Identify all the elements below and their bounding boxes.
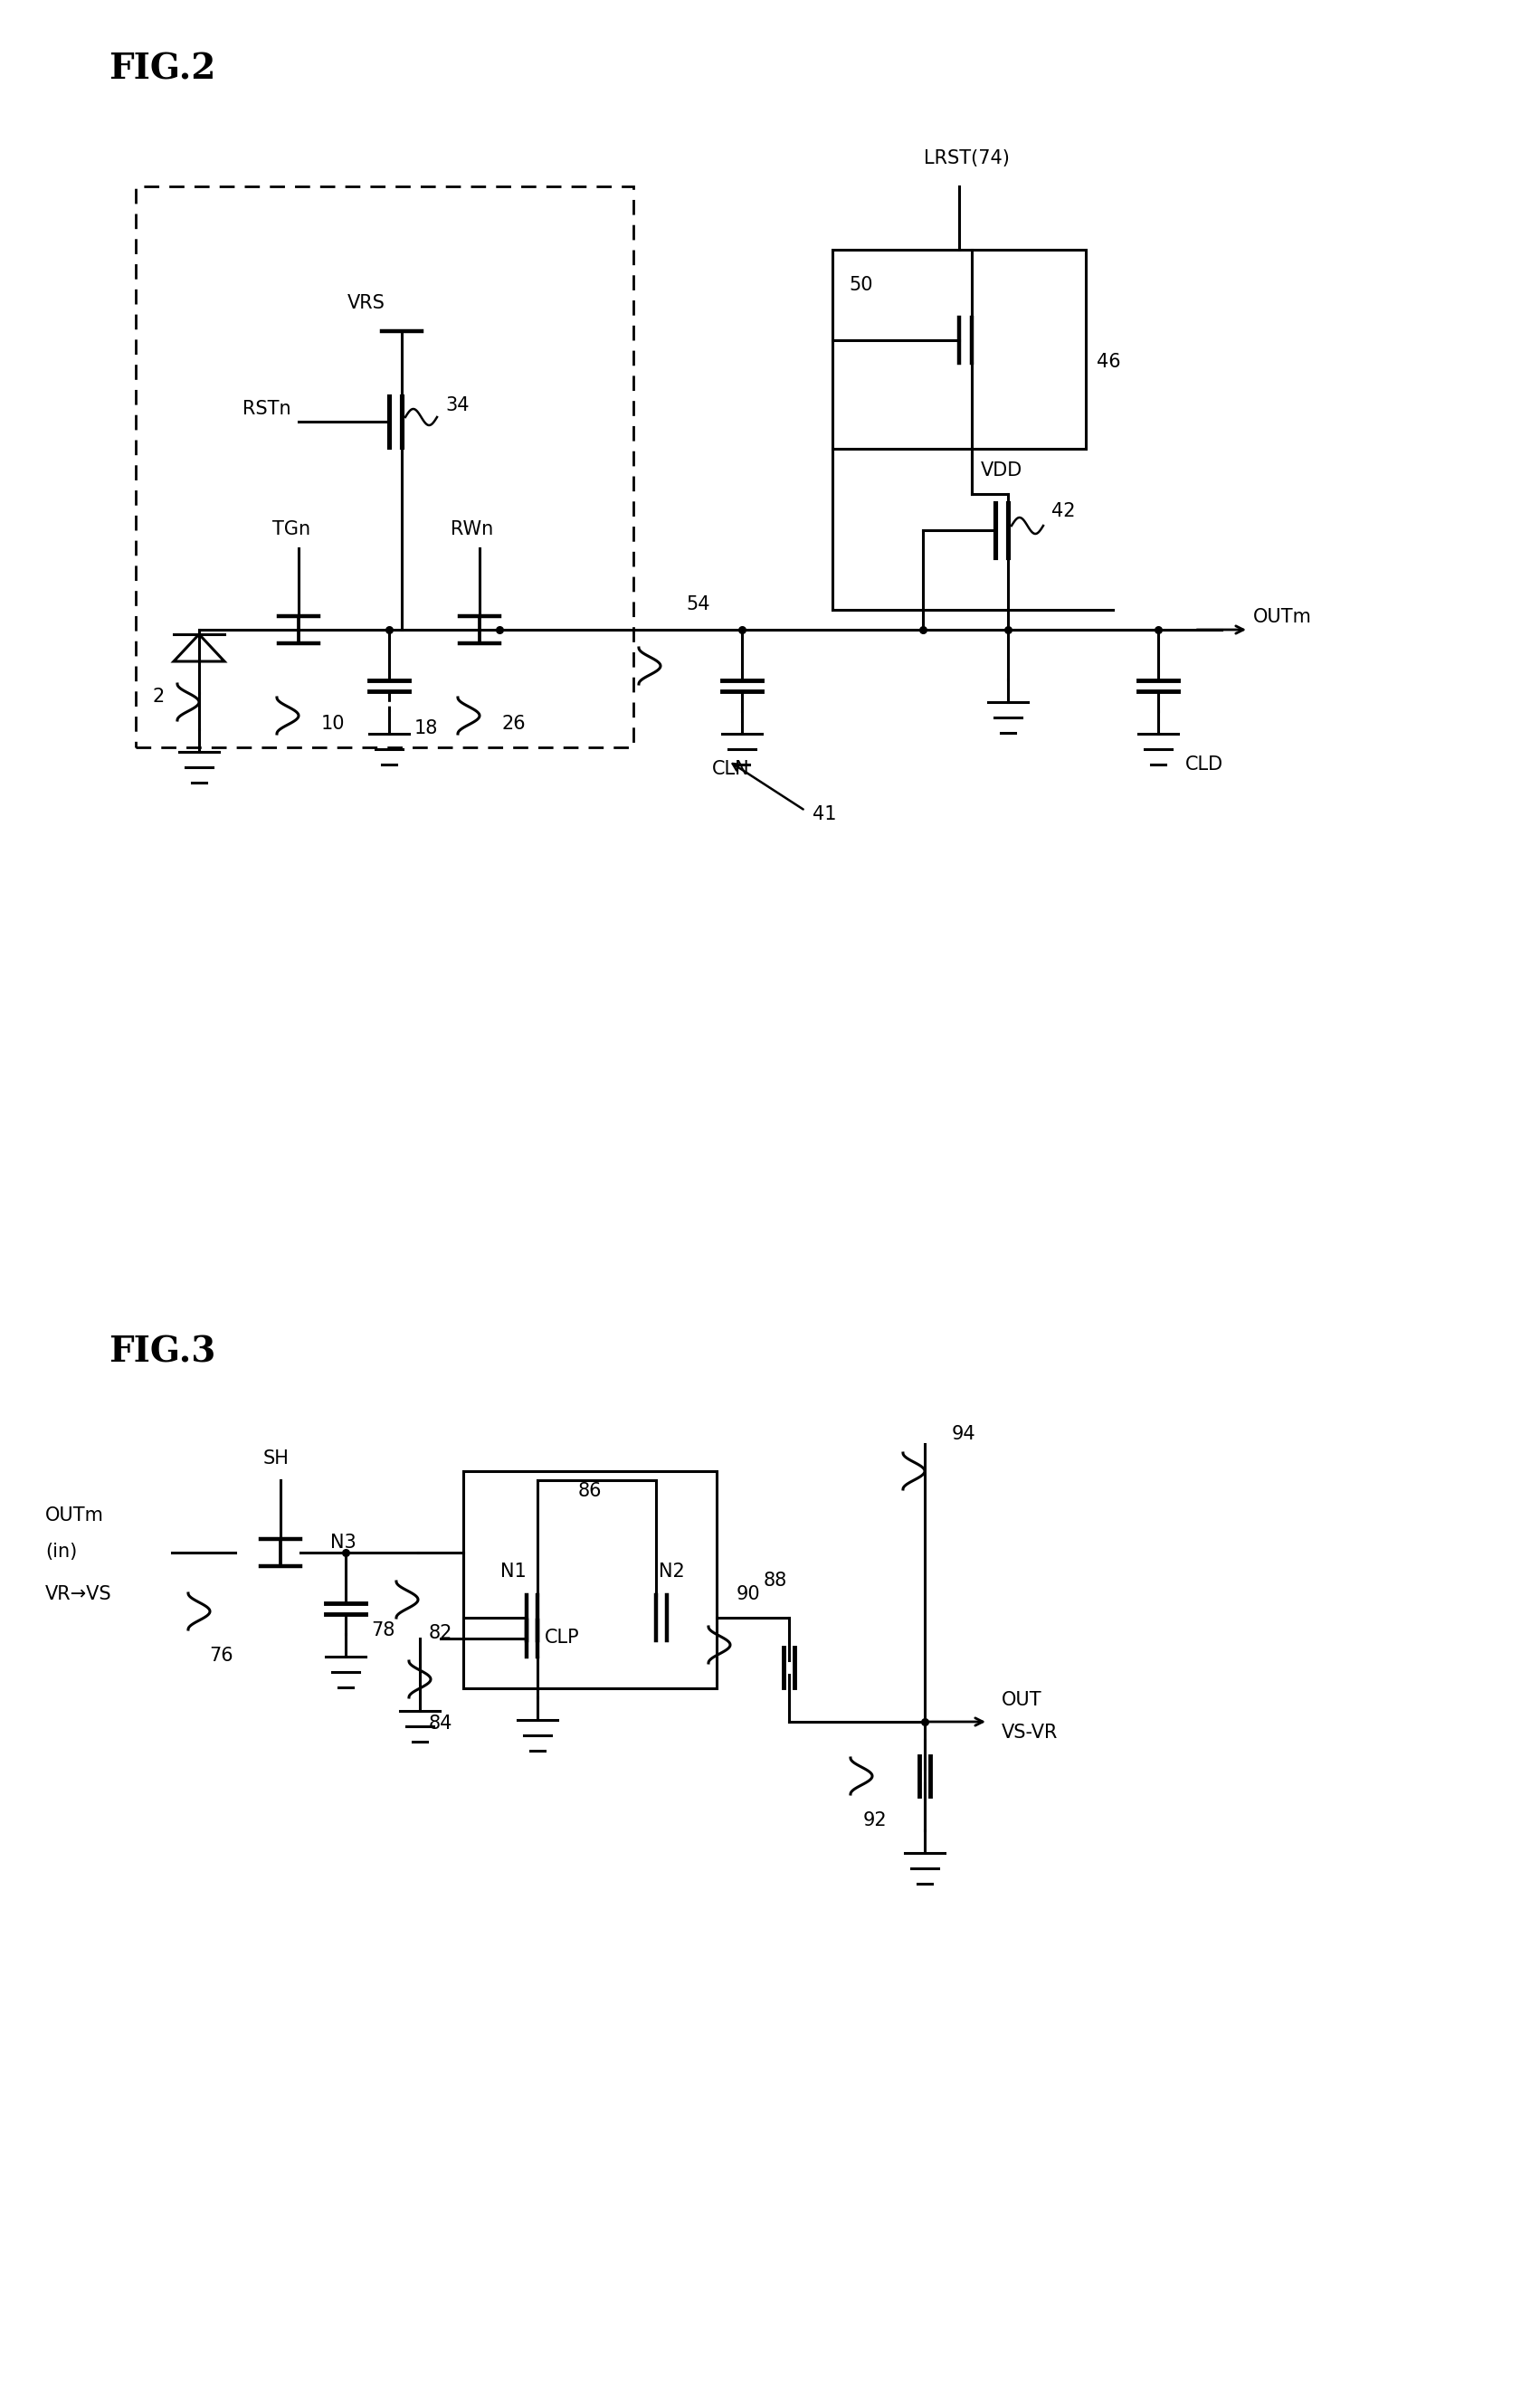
Text: 50: 50 — [849, 275, 873, 294]
Text: 82: 82 — [428, 1623, 453, 1642]
Text: 76: 76 — [209, 1647, 234, 1664]
Text: TGn: TGn — [273, 519, 311, 539]
Text: 90: 90 — [736, 1585, 761, 1604]
Text: N3: N3 — [330, 1535, 356, 1551]
Text: 84: 84 — [428, 1714, 453, 1733]
Text: 86: 86 — [578, 1482, 602, 1501]
Text: RWn: RWn — [451, 519, 494, 539]
Text: 78: 78 — [371, 1621, 394, 1640]
Text: OUTm: OUTm — [1254, 608, 1312, 627]
Text: 92: 92 — [862, 1812, 887, 1829]
Text: N1: N1 — [500, 1563, 527, 1580]
Text: RSTn: RSTn — [243, 400, 291, 419]
Bar — [136, 187, 633, 747]
Text: CLN: CLN — [713, 759, 750, 778]
Bar — [464, 1472, 716, 1688]
Text: CLP: CLP — [545, 1628, 579, 1647]
Text: 26: 26 — [502, 716, 527, 733]
Text: FIG.2: FIG.2 — [109, 53, 216, 86]
Text: 54: 54 — [685, 596, 710, 613]
Text: VS-VR: VS-VR — [1001, 1724, 1058, 1743]
Text: 88: 88 — [764, 1570, 787, 1590]
Text: 2: 2 — [152, 687, 165, 706]
Text: VRS: VRS — [348, 294, 385, 311]
Text: 34: 34 — [445, 397, 470, 414]
Bar — [833, 249, 1086, 448]
Text: SH: SH — [263, 1448, 290, 1468]
Text: CLD: CLD — [1186, 757, 1223, 773]
Text: OUTm: OUTm — [45, 1506, 103, 1525]
Text: 41: 41 — [813, 804, 836, 824]
Text: 10: 10 — [322, 716, 345, 733]
Text: OUT: OUT — [1001, 1690, 1043, 1709]
Text: VR→VS: VR→VS — [45, 1585, 112, 1604]
Text: 94: 94 — [952, 1424, 976, 1444]
Text: (in): (in) — [45, 1542, 77, 1561]
Text: VDD: VDD — [981, 462, 1023, 479]
Text: 42: 42 — [1052, 503, 1075, 519]
Text: 18: 18 — [414, 718, 439, 737]
Text: N2: N2 — [659, 1563, 684, 1580]
Text: FIG.3: FIG.3 — [109, 1336, 216, 1369]
Text: LRST(74): LRST(74) — [924, 148, 1009, 168]
Text: 46: 46 — [1096, 352, 1121, 371]
